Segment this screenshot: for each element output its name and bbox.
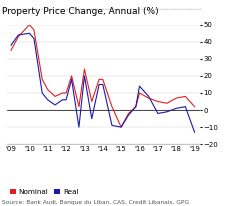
Text: Source: Bank Audi, Banque du Liban, CAS, Credit Libanais, GPG: Source: Bank Audi, Banque du Liban, CAS,… — [2, 200, 190, 205]
Legend: Nominal, Real: Nominal, Real — [7, 186, 81, 198]
Text: Property Price Change, Annual (%): Property Price Change, Annual (%) — [2, 7, 159, 16]
